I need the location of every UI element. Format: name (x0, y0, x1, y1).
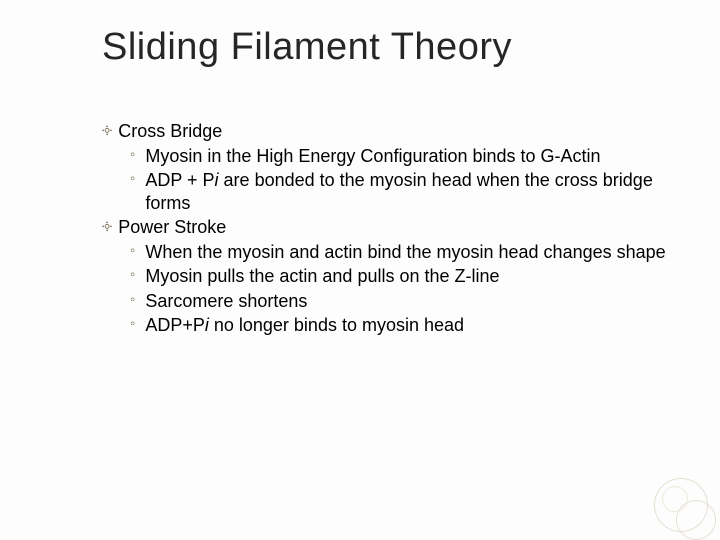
bullet-text: When the myosin and actin bind the myosi… (145, 241, 680, 264)
bullet-l2: ◦ ADP + Pi are bonded to the myosin head… (130, 169, 680, 214)
text-part: ADP+P (145, 315, 205, 335)
flourish-bullet-icon: ༓ (102, 120, 112, 142)
bullet-text: Sarcomere shortens (145, 290, 680, 313)
slide: Sliding Filament Theory ༓ Cross Bridge ◦… (0, 0, 720, 540)
bullet-text: Myosin pulls the actin and pulls on the … (145, 265, 680, 288)
text-part: no longer binds to myosin head (209, 315, 464, 335)
bullet-l1-power-stroke: ༓ Power Stroke (102, 216, 680, 239)
bullet-text: ADP + Pi are bonded to the myosin head w… (145, 169, 680, 214)
bullet-text: Myosin in the High Energy Configuration … (145, 145, 680, 168)
circle-bullet-icon: ◦ (130, 169, 135, 189)
bullet-text: Cross Bridge (118, 120, 680, 143)
circle-bullet-icon: ◦ (130, 290, 135, 310)
corner-decoration (652, 476, 710, 534)
text-part: are bonded to the myosin head when the c… (145, 170, 653, 213)
bullet-l2: ◦ When the myosin and actin bind the myo… (130, 241, 680, 264)
bullet-text: ADP+Pi no longer binds to myosin head (145, 314, 680, 337)
circle-bullet-icon: ◦ (130, 241, 135, 261)
bullet-l2: ◦ ADP+Pi no longer binds to myosin head (130, 314, 680, 337)
slide-content: ༓ Cross Bridge ◦ Myosin in the High Ener… (102, 120, 680, 339)
bullet-l2: ◦ Myosin in the High Energy Configuratio… (130, 145, 680, 168)
circle-bullet-icon: ◦ (130, 314, 135, 334)
circle-bullet-icon: ◦ (130, 265, 135, 285)
bullet-l2: ◦ Sarcomere shortens (130, 290, 680, 313)
text-part: ADP + P (145, 170, 214, 190)
bullet-l1-cross-bridge: ༓ Cross Bridge (102, 120, 680, 143)
bullet-text: Power Stroke (118, 216, 680, 239)
flourish-bullet-icon: ༓ (102, 216, 112, 238)
ring-icon (662, 486, 688, 512)
bullet-l2: ◦ Myosin pulls the actin and pulls on th… (130, 265, 680, 288)
circle-bullet-icon: ◦ (130, 145, 135, 165)
slide-title: Sliding Filament Theory (102, 26, 512, 69)
